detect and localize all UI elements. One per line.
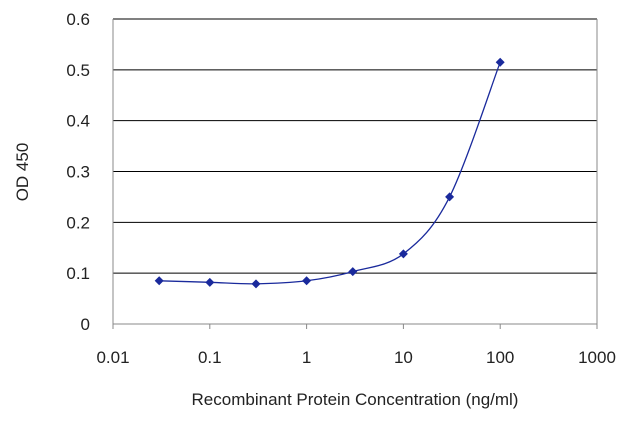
y-tick-label: 0.6 (66, 10, 90, 29)
y-tick-labels: 0 0.1 0.2 0.3 0.4 0.5 0.6 (66, 10, 90, 334)
axes (112, 19, 598, 329)
y-tick-label: 0.3 (66, 163, 90, 182)
fit-curve-layer (159, 61, 501, 285)
y-tick-label: 0.4 (66, 112, 90, 131)
x-tick-label: 1 (302, 348, 311, 367)
y-tick-label: 0.2 (66, 213, 90, 232)
x-tick-label: 100 (486, 348, 514, 367)
gridlines (113, 18, 597, 274)
data-point (495, 57, 505, 67)
data-point (445, 192, 455, 202)
x-tick-labels: 0.01 0.1 1 10 100 1000 (96, 348, 615, 367)
x-tick-label: 0.1 (198, 348, 222, 367)
data-point (154, 276, 164, 286)
fit-curve (159, 61, 501, 285)
x-tick-label: 10 (394, 348, 413, 367)
data-points (154, 57, 505, 289)
data-point (348, 267, 358, 277)
y-axis-label: OD 450 (13, 143, 32, 202)
data-point (205, 277, 215, 287)
x-axis-label: Recombinant Protein Concentration (ng/ml… (192, 390, 519, 409)
x-tick-label: 1000 (578, 348, 616, 367)
data-point (398, 249, 408, 259)
data-point (302, 276, 312, 286)
y-tick-label: 0 (81, 315, 90, 334)
x-tick-label: 0.01 (96, 348, 129, 367)
y-tick-label: 0.5 (66, 61, 90, 80)
y-tick-label: 0.1 (66, 264, 90, 283)
data-point (251, 279, 261, 289)
